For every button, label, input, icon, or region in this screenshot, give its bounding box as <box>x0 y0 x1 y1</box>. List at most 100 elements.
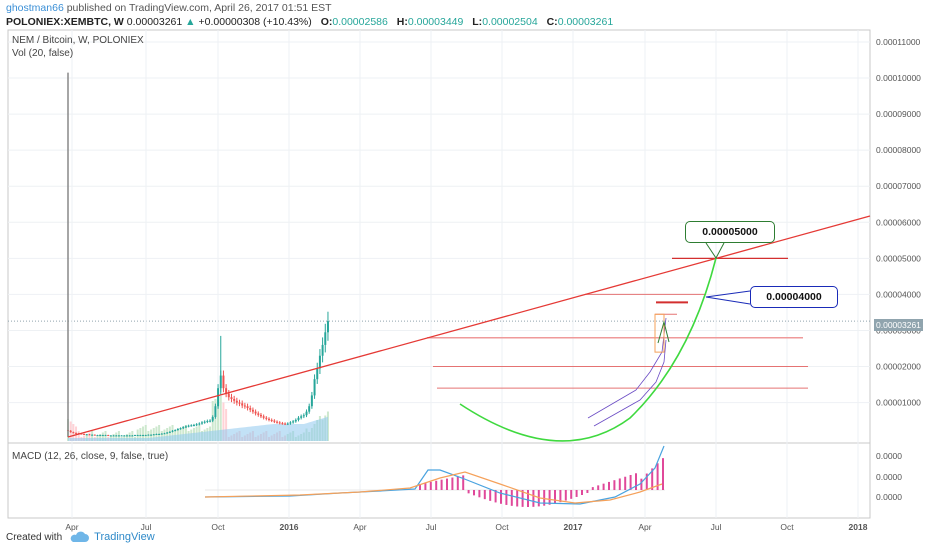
candle-body <box>128 435 131 437</box>
candle-body <box>120 435 123 437</box>
candle-body <box>139 435 142 437</box>
volume-bar <box>91 431 94 441</box>
volume-bar <box>77 431 80 441</box>
candle-body <box>243 405 246 407</box>
candle-body <box>93 434 96 436</box>
tradingview-logo[interactable]: TradingView <box>68 531 155 543</box>
candle-body <box>131 435 134 437</box>
candle-body <box>179 428 182 430</box>
candle-body <box>326 321 329 333</box>
candle-body <box>184 426 187 428</box>
high-value: 0.00003449 <box>407 16 464 28</box>
candle-body <box>80 433 83 435</box>
candle-body <box>190 425 193 427</box>
signal-line <box>204 471 663 504</box>
candle-body <box>136 435 139 437</box>
candle-body <box>171 430 174 432</box>
candle-body <box>297 417 300 420</box>
candle-body <box>262 416 265 418</box>
price-tick-label: 0.00010000 <box>876 73 921 83</box>
candle-body <box>144 435 147 437</box>
volume-legend: Vol (20, false) <box>12 48 74 59</box>
candle-body <box>155 433 158 435</box>
price-change: +0.00000308 (+10.43%) <box>198 16 312 28</box>
price-tick-label: 0.00002000 <box>876 362 921 372</box>
macd-tick-label: 0.0000 <box>876 492 902 502</box>
candle-body <box>112 435 115 437</box>
volume-bar <box>101 432 104 441</box>
current-price-tag: 0.00003261 <box>874 319 923 331</box>
candle-body <box>101 435 104 437</box>
candle-body <box>174 430 177 432</box>
candle-body <box>201 422 203 424</box>
candle-body <box>233 399 236 401</box>
time-tick-label: Apr <box>638 522 651 532</box>
volume-ma-area <box>68 416 328 441</box>
candle-body <box>259 414 262 417</box>
candle-body <box>324 332 327 345</box>
candle-body <box>316 368 319 380</box>
chart-title: NEM / Bitcoin, W, POLONIEX <box>12 35 144 46</box>
candle-body <box>273 420 276 422</box>
macd-tick-label: 0.0000 <box>876 472 902 482</box>
candle-body <box>217 388 220 407</box>
volume-bar <box>182 426 185 441</box>
candle-body <box>235 400 238 403</box>
arrow-icon <box>657 320 670 344</box>
volume-bar <box>222 402 225 441</box>
candle-body <box>281 423 284 425</box>
close-value: 0.00003261 <box>557 16 614 28</box>
time-tick-label: Oct <box>211 522 225 532</box>
volume-bar <box>163 429 166 441</box>
candle-body <box>241 403 244 406</box>
candle-body <box>211 417 214 421</box>
volume-bar <box>139 428 142 441</box>
volume-bar <box>217 389 220 441</box>
candle-body <box>168 431 171 433</box>
candle-body <box>158 433 161 435</box>
channel-line <box>593 339 667 427</box>
candle-body <box>203 421 206 423</box>
author-link[interactable]: ghostman66 <box>6 2 64 14</box>
candle-body <box>104 435 107 437</box>
price-tick-label: 0.00005000 <box>876 253 921 263</box>
time-axis[interactable]: Apr Jul Oct 2016 Apr Jul Oct 2017 Apr Jul Oct 2018 <box>65 522 867 532</box>
candle-body <box>187 425 190 427</box>
volume-bar <box>168 426 171 441</box>
candle-body <box>72 432 75 434</box>
drawings <box>67 215 871 442</box>
candle-body <box>230 397 233 400</box>
time-tick-label: 2018 <box>849 522 868 532</box>
candles <box>67 72 329 437</box>
candle-body <box>166 432 169 434</box>
price-tick-label: 0.00006000 <box>876 217 921 227</box>
last-price: 0.00003261 <box>126 16 183 28</box>
volume-bar <box>99 434 102 441</box>
volume-bar <box>128 432 131 441</box>
candle-body <box>96 435 99 437</box>
symbol-line: POLONIEX:XEMBTC, W 0.00003261 ▲ +0.00000… <box>6 16 613 28</box>
price-axis[interactable]: 0.00011000 0.00010000 0.00009000 0.00008000… <box>876 37 921 408</box>
price-tick-label: 0.00007000 <box>876 181 921 191</box>
volume-bar <box>115 432 118 441</box>
volume-bar <box>142 426 145 441</box>
candle-body <box>182 427 185 429</box>
time-tick-label: Jul <box>711 522 722 532</box>
candle-body <box>147 434 150 436</box>
candle-body <box>69 430 72 433</box>
candle-body <box>209 420 212 422</box>
price-tick-label: 0.00009000 <box>876 109 921 119</box>
candle-body <box>160 433 163 435</box>
volume-bar <box>85 434 88 441</box>
horizontal-levels <box>427 257 808 389</box>
candle-body <box>222 375 225 389</box>
low-value: 0.00002504 <box>482 16 538 28</box>
macd-indicator <box>204 445 665 507</box>
time-tick-label: Oct <box>780 522 794 532</box>
callout-upper-target: 0.00005000 <box>685 221 775 243</box>
time-tick-label: Apr <box>65 522 78 532</box>
candle-body <box>305 411 308 416</box>
candle-body <box>276 421 279 423</box>
candle-body <box>268 418 270 420</box>
